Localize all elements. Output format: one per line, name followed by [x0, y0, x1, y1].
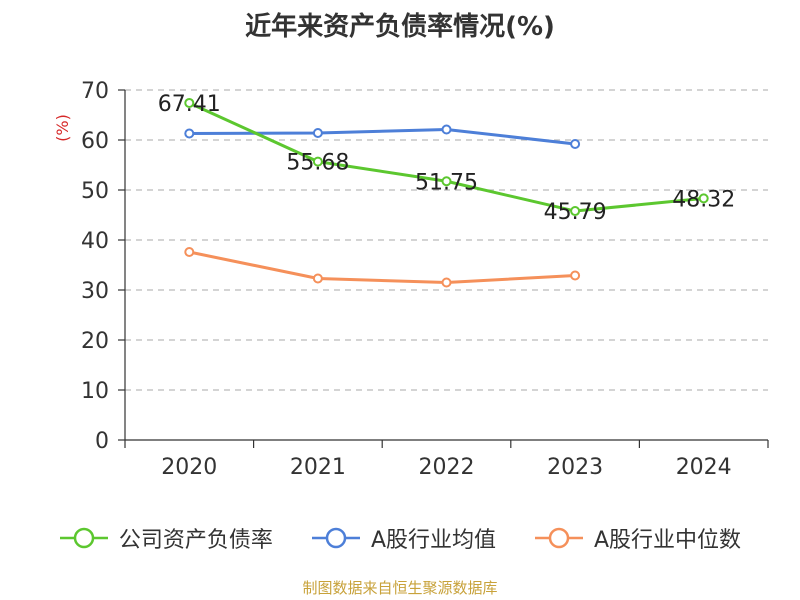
y-tick-label: 50 [81, 179, 109, 204]
series-layer [184, 97, 709, 288]
y-tick-label: 70 [81, 79, 109, 104]
data-point [441, 124, 452, 135]
data-label: 48.32 [672, 187, 735, 212]
y-tick-label: 30 [81, 279, 109, 304]
legend-label: A股行业中位数 [594, 528, 742, 553]
y-tick-label: 10 [81, 379, 109, 404]
data-point [441, 176, 452, 187]
y-tick-label: 0 [95, 429, 109, 454]
legend-swatch-marker [325, 527, 347, 549]
data-label: 55.68 [286, 151, 349, 176]
legend-swatch [535, 527, 583, 549]
data-point [570, 270, 581, 281]
series-line [188, 250, 576, 284]
data-label: 67.41 [158, 92, 221, 117]
legend-label: 公司资产负债率 [118, 528, 273, 553]
legend-item[interactable]: A股行业均值 [311, 522, 496, 554]
legend-label: A股行业均值 [370, 528, 496, 553]
legend-swatch [311, 527, 360, 549]
data-point [312, 128, 323, 138]
y-tick-label: 20 [81, 329, 109, 354]
legend-swatch [59, 527, 108, 549]
x-tick-label: 2021 [290, 455, 346, 480]
grid-layer [125, 89, 768, 391]
legend-swatch-marker [548, 527, 570, 549]
data-point [312, 273, 323, 284]
legend-item[interactable]: 公司资产负债率 [59, 522, 273, 554]
y-tick-label: 60 [81, 129, 109, 154]
data-point [570, 139, 581, 149]
x-tick-label: 2024 [676, 455, 732, 480]
y-tick-label: 40 [81, 229, 109, 254]
label-layer: 67.41 55.68 51.75 45.79 48.32 [158, 92, 735, 225]
data-point [312, 156, 323, 167]
data-label: 45.79 [544, 200, 607, 225]
chart-title: 近年来资产负债率情况(%) [245, 12, 555, 42]
axis-layer: 0 10 20 30 40 50 60 70 2020 2021 2022 2023 2024 (%) [53, 79, 769, 480]
data-point [184, 97, 195, 108]
x-tick-label: 2022 [419, 455, 475, 480]
legend: 公司资产负债率 A股行业均值 A股行业中位数 [0, 518, 800, 558]
data-point [441, 277, 452, 288]
x-tick-label: 2023 [547, 455, 603, 480]
legend-swatch-marker [73, 527, 95, 549]
y-axis-label: (%) [53, 114, 72, 142]
x-tick-label: 2020 [161, 455, 217, 480]
legend-item[interactable]: A股行业中位数 [534, 522, 741, 554]
data-point [184, 128, 195, 139]
source-note: 制图数据来自恒生聚源数据库 [302, 579, 498, 597]
data-label: 51.75 [415, 170, 478, 195]
data-point [570, 206, 581, 217]
series-line [189, 128, 576, 146]
data-point [698, 193, 709, 204]
data-point [184, 247, 195, 257]
